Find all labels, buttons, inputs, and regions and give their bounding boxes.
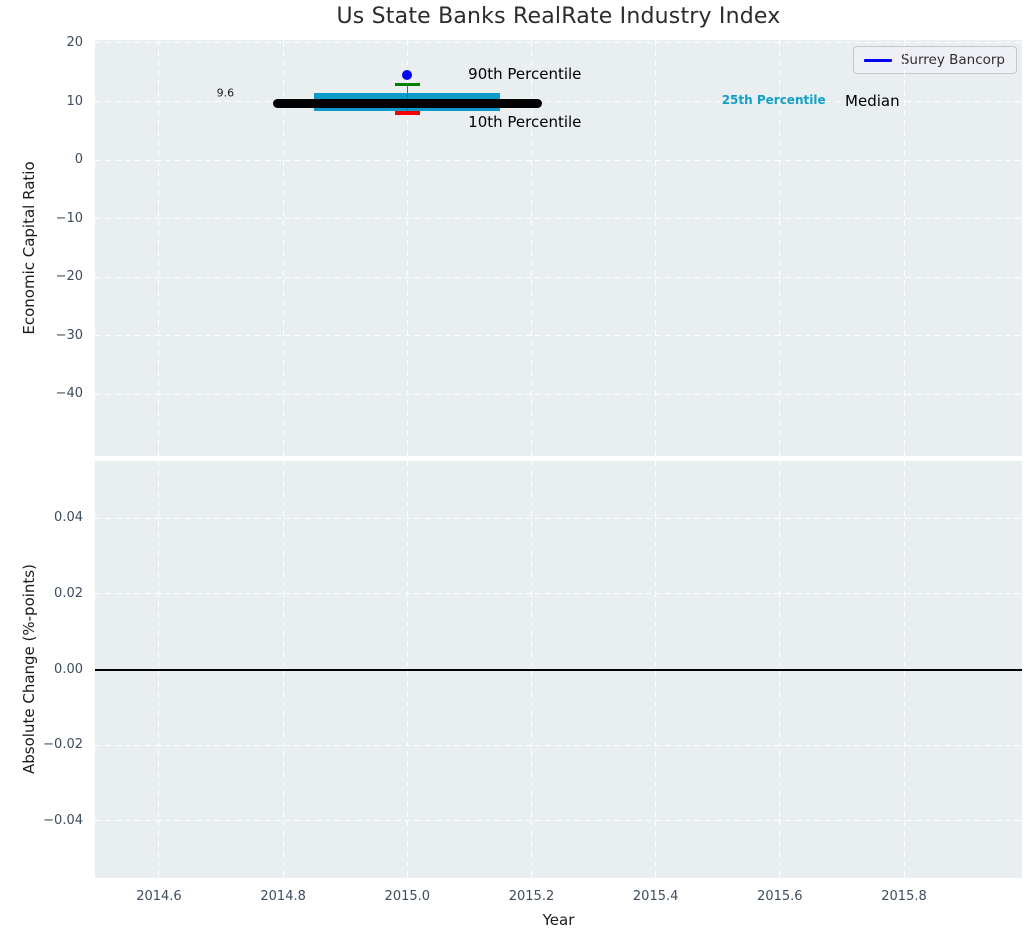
y-tick-label: 0.04 (54, 510, 83, 526)
gridline-y (95, 159, 1022, 161)
gridline-x (406, 40, 408, 456)
gridline-y (95, 593, 1022, 595)
gridline-y (95, 517, 1022, 519)
gridline-x (282, 40, 284, 456)
y-tick-label: −0.02 (43, 737, 83, 753)
gridline-y (95, 335, 1022, 337)
median-line (272, 99, 542, 109)
gridline-x (779, 40, 781, 456)
p90-cap (394, 82, 420, 87)
gridline-x (530, 40, 532, 456)
annotation-10th-percentile: 10th Percentile (468, 113, 582, 132)
x-tick-label: 2015.8 (881, 889, 927, 904)
legend-line-sample (863, 58, 892, 62)
y-tick-label: −40 (55, 386, 83, 402)
y-tick-label: −0.04 (43, 812, 83, 828)
y-tick-label: 0 (74, 152, 83, 168)
gridline-y (95, 820, 1022, 822)
gridline-x (903, 40, 905, 456)
annotation-90th-percentile: 90th Percentile (468, 64, 582, 83)
whisker-line (406, 84, 408, 114)
annotation-25th-percentile: 25th Percentile (721, 93, 826, 108)
gridline-x (158, 40, 160, 456)
x-tick-label: 2014.8 (260, 889, 306, 904)
legend: Surrey Bancorp (852, 46, 1017, 74)
chart-title: Us State Banks RealRate Industry Index (336, 4, 781, 29)
gridline-y (95, 218, 1022, 220)
top-axes: Surrey Bancorp 9.6 90th Percentile 10th Pe… (95, 40, 1022, 456)
gridline-y (95, 744, 1022, 746)
top-y-axis-label: Economic Capital Ratio (20, 161, 38, 335)
zero-line (95, 668, 1022, 671)
gridline-y (95, 276, 1022, 278)
bottom-axes (95, 461, 1022, 878)
x-axis-label: Year (542, 911, 575, 929)
x-tick-label: 2014.6 (136, 889, 182, 904)
y-tick-label: −30 (55, 327, 83, 343)
p10-cap (394, 111, 420, 115)
company-dot (402, 70, 413, 81)
annotation-9-6: 9.6 (216, 86, 235, 100)
y-tick-label: 10 (66, 93, 83, 109)
gridline-y (95, 393, 1022, 395)
x-tick-label: 2015.0 (384, 889, 431, 904)
y-tick-label: −20 (55, 269, 83, 285)
y-tick-label: −10 (55, 210, 83, 226)
x-tick-label: 2015.6 (757, 889, 803, 904)
gridline-y (95, 101, 1022, 103)
gridline-x (655, 40, 657, 456)
y-tick-label: 0.02 (54, 585, 83, 601)
x-tick-label: 2015.2 (508, 889, 555, 904)
annotation-median: Median (845, 91, 900, 110)
y-tick-label: 20 (66, 34, 83, 50)
legend-label: Surrey Bancorp (900, 52, 1005, 68)
gridline-y (95, 42, 1022, 44)
y-tick-label: 0.00 (54, 661, 83, 677)
x-tick-label: 2015.4 (632, 889, 679, 904)
